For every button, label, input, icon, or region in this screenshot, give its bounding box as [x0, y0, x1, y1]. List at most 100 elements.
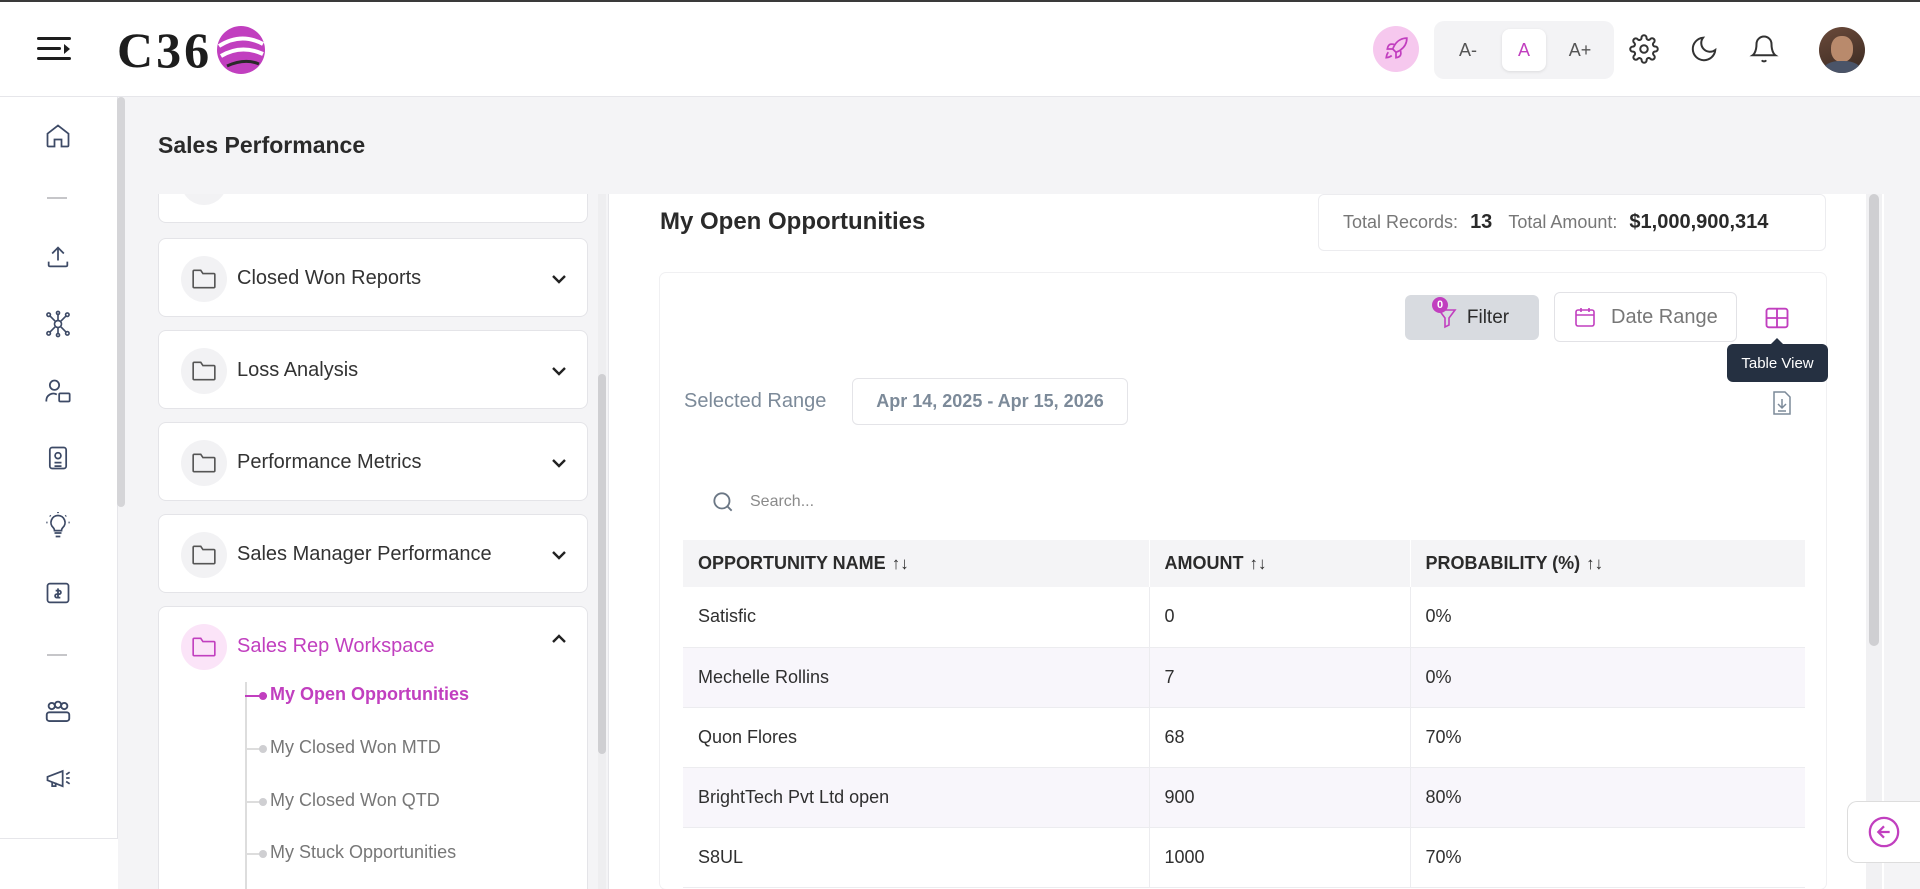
network-icon[interactable]	[40, 306, 76, 342]
tree-connector	[245, 695, 267, 697]
sort-icon[interactable]: ↑↓	[1586, 554, 1604, 573]
user-avatar[interactable]	[1819, 27, 1865, 73]
tree-dot	[259, 745, 267, 753]
sub-item-my-closed-won-mtd[interactable]: My Closed Won MTD	[270, 737, 441, 757]
cell-opportunity-name: BrightTech Pvt Ltd open	[683, 767, 1150, 828]
cell-probability: 0%	[1410, 647, 1805, 708]
tree-connector	[245, 853, 263, 855]
column-header-amount[interactable]: AMOUNT ↑↓	[1149, 540, 1411, 587]
search-input[interactable]	[750, 493, 1150, 511]
font-size-controls: A- A A+	[1434, 21, 1614, 79]
app-logo[interactable]: C36	[117, 20, 267, 80]
arrow-left-circle-icon	[1868, 816, 1900, 848]
column-header-probability[interactable]: PROBABILITY (%) ↑↓	[1410, 540, 1805, 587]
chevron-down-icon	[552, 459, 566, 468]
total-amount-label: Total Amount:	[1508, 212, 1618, 232]
filter-icon	[1437, 308, 1457, 328]
folder-label: Sales Rep Workspace	[237, 635, 435, 657]
table-view-tooltip: Table View	[1727, 338, 1828, 382]
calendar-icon	[1575, 308, 1595, 327]
billing-icon[interactable]	[40, 575, 76, 611]
folder-icon	[181, 440, 227, 486]
font-decrease-button[interactable]: A-	[1459, 39, 1477, 60]
cell-probability: 80%	[1410, 767, 1805, 828]
left-nav-rail	[0, 97, 118, 889]
sub-item-my-closed-won-qtd[interactable]: My Closed Won QTD	[270, 790, 440, 810]
column-header-label: OPPORTUNITY NAME	[698, 553, 886, 573]
font-normal-button[interactable]: A	[1502, 29, 1546, 71]
tree-scrollbar[interactable]	[598, 194, 606, 889]
nav-divider	[47, 197, 67, 199]
megaphone-icon[interactable]	[40, 760, 76, 796]
folder-icon	[181, 624, 227, 670]
cell-probability: 0%	[1410, 587, 1805, 648]
cell-amount: 0	[1149, 587, 1411, 648]
chevron-down-icon	[552, 367, 566, 376]
home-icon[interactable]	[40, 118, 76, 154]
font-increase-button[interactable]: A+	[1568, 39, 1592, 60]
report-title: My Open Opportunities	[660, 208, 926, 235]
rail-footer	[0, 838, 118, 889]
sub-item-my-stuck-opportunities[interactable]: My Stuck Opportunities	[270, 842, 457, 862]
tree-connector-line	[245, 682, 247, 889]
folder-item-sales-rep-workspace[interactable]: Sales Rep Workspace	[158, 606, 588, 889]
folder-item-partial[interactable]	[158, 194, 588, 223]
cell-opportunity-name: Quon Flores	[683, 707, 1150, 768]
nav-divider	[47, 654, 67, 656]
selected-range-value: Apr 14, 2025 - Apr 15, 2026	[852, 378, 1128, 425]
cell-opportunity-name: Mechelle Rollins	[683, 647, 1150, 708]
opportunities-table: OPPORTUNITY NAME ↑↓ AMOUNT ↑↓ PROBABILITY …	[683, 540, 1805, 888]
date-range-label: Date Range	[1611, 305, 1718, 328]
table-row[interactable]: Quon Flores 68 70%	[683, 707, 1805, 768]
tree-scrollbar-thumb[interactable]	[598, 374, 606, 754]
table-row[interactable]: Satisfic 0 0%	[683, 587, 1805, 648]
cell-probability: 70%	[1410, 827, 1805, 888]
folder-label: Loss Analysis	[237, 359, 359, 381]
page-title: Sales Performance	[158, 132, 366, 158]
sort-icon[interactable]: ↑↓	[1249, 554, 1267, 573]
column-header-opportunity-name[interactable]: OPPORTUNITY NAME ↑↓	[683, 540, 1150, 587]
filter-button[interactable]: Filter	[1405, 295, 1539, 340]
chevron-down-icon	[552, 275, 566, 284]
team-icon[interactable]	[40, 693, 76, 729]
folder-item-loss-analysis[interactable]: Loss Analysis	[158, 330, 588, 409]
cell-amount: 1000	[1149, 827, 1411, 888]
tree-dot	[259, 850, 267, 858]
tree-dot	[259, 798, 267, 806]
rocket-icon[interactable]	[1373, 26, 1419, 72]
menu-toggle-icon[interactable]	[37, 35, 71, 65]
export-document-icon[interactable]	[1770, 390, 1794, 416]
table-row[interactable]: BrightTech Pvt Ltd open 900 80%	[683, 767, 1805, 828]
notification-bell-icon[interactable]	[1747, 32, 1781, 66]
report-totals: Total Records: 13 Total Amount: $1,000,9…	[1318, 194, 1826, 251]
main-scrollbar-thumb[interactable]	[1869, 194, 1879, 646]
reports-icon[interactable]	[40, 440, 76, 476]
cell-amount: 68	[1149, 707, 1411, 768]
tree-connector	[245, 801, 263, 803]
filter-label: Filter	[1466, 306, 1510, 328]
sub-item-my-open-opportunities[interactable]: My Open Opportunities	[270, 684, 470, 704]
collapse-panel-button[interactable]	[1847, 801, 1920, 863]
cell-opportunity-name: S8UL	[683, 827, 1150, 888]
folder-item-closed-won-reports[interactable]: Closed Won Reports	[158, 238, 588, 317]
main-scrollbar[interactable]	[1866, 194, 1882, 889]
table-row[interactable]: S8UL 1000 70%	[683, 827, 1805, 888]
folder-item-performance-metrics[interactable]: Performance Metrics	[158, 422, 588, 501]
cell-amount: 900	[1149, 767, 1411, 828]
table-row[interactable]: Mechelle Rollins 7 0%	[683, 647, 1805, 708]
dark-mode-moon-icon[interactable]	[1687, 32, 1721, 66]
folder-item-sales-manager-performance[interactable]: Sales Manager Performance	[158, 514, 588, 593]
folder-label: Closed Won Reports	[237, 267, 422, 289]
lightbulb-icon[interactable]	[40, 508, 76, 544]
users-settings-icon[interactable]	[40, 373, 76, 409]
report-folder-tree: Closed Won Reports Loss Analysis Perform…	[158, 194, 588, 889]
table-view-button[interactable]	[1758, 300, 1796, 336]
rail-scrollbar[interactable]	[117, 97, 125, 507]
date-range-button[interactable]: Date Range	[1554, 292, 1737, 342]
cell-amount: 7	[1149, 647, 1411, 708]
folder-icon	[181, 194, 227, 205]
sort-icon[interactable]: ↑↓	[891, 554, 909, 573]
upload-icon[interactable]	[40, 239, 76, 275]
gear-icon[interactable]	[1627, 32, 1661, 66]
search-box	[710, 484, 1210, 520]
